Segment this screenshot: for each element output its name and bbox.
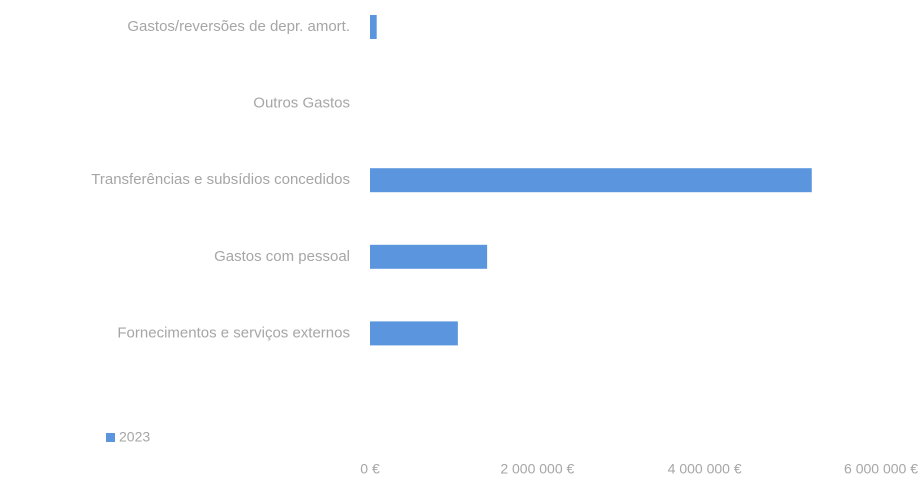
legend-swatch (106, 433, 115, 442)
bar (370, 244, 488, 269)
y-tick-label: Transferências e subsídios concedidos (91, 171, 350, 188)
y-tick-label: Outros Gastos (253, 95, 350, 112)
x-tick-label: 6 000 000 € (844, 461, 918, 477)
y-tick-label: Fornecimentos e serviços externos (117, 324, 350, 341)
y-tick-label: Gastos/reversões de depr. amort. (127, 18, 350, 35)
bar (370, 168, 812, 193)
legend-label: 2023 (119, 429, 150, 445)
y-tick-label: Gastos com pessoal (214, 248, 350, 265)
bar (370, 321, 458, 346)
x-tick-label: 2 000 000 € (500, 461, 574, 477)
x-tick-label: 0 € (360, 461, 380, 477)
x-tick-label: 4 000 000 € (668, 461, 742, 477)
bar (370, 15, 377, 39)
